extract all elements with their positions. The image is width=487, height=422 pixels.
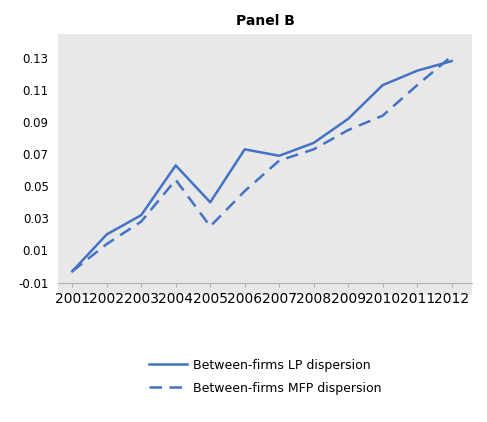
Between-firms LP dispersion — [345, 116, 351, 122]
Between-firms MFP dispersion — [345, 127, 351, 133]
Between-firms LP dispersion — [104, 232, 110, 237]
Title: Panel B: Panel B — [236, 14, 295, 28]
Between-firms LP dispersion — [173, 163, 179, 168]
Between-firms MFP dispersion — [138, 219, 144, 224]
Between-firms MFP dispersion — [414, 83, 420, 88]
Between-firms MFP dispersion — [276, 158, 282, 163]
Between-firms LP dispersion — [449, 59, 455, 64]
Between-firms LP dispersion — [380, 83, 386, 88]
Between-firms MFP dispersion — [207, 224, 213, 229]
Between-firms MFP dispersion — [242, 189, 248, 194]
Line: Between-firms MFP dispersion: Between-firms MFP dispersion — [72, 56, 452, 271]
Between-firms MFP dispersion — [311, 147, 317, 152]
Between-firms LP dispersion — [276, 153, 282, 158]
Between-firms LP dispersion — [311, 141, 317, 146]
Between-firms MFP dispersion — [449, 54, 455, 59]
Between-firms LP dispersion — [138, 213, 144, 218]
Line: Between-firms LP dispersion: Between-firms LP dispersion — [72, 61, 452, 271]
Between-firms LP dispersion — [207, 200, 213, 205]
Between-firms MFP dispersion — [69, 269, 75, 274]
Between-firms LP dispersion — [69, 269, 75, 274]
Between-firms MFP dispersion — [380, 113, 386, 118]
Between-firms MFP dispersion — [104, 241, 110, 246]
Legend: Between-firms LP dispersion, Between-firms MFP dispersion: Between-firms LP dispersion, Between-fir… — [150, 359, 381, 395]
Between-firms LP dispersion — [242, 147, 248, 152]
Between-firms MFP dispersion — [173, 177, 179, 182]
Between-firms LP dispersion — [414, 68, 420, 73]
